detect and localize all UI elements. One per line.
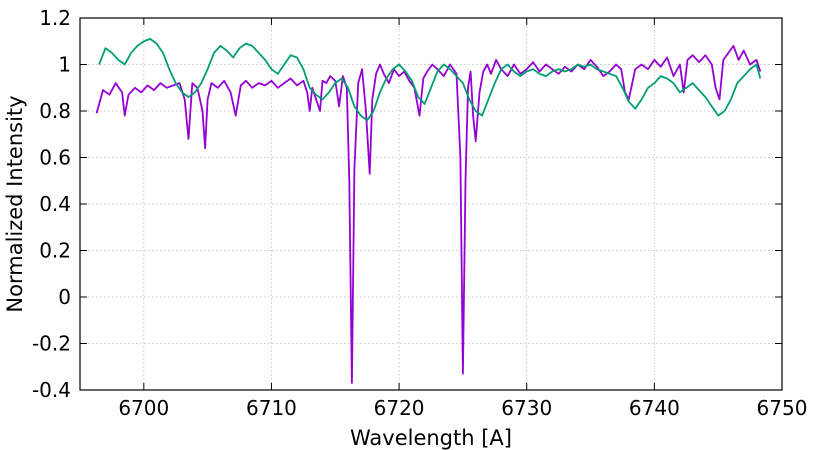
y-tick-label: 1 (58, 53, 71, 77)
y-axis-label: Normalized Intensity (3, 95, 27, 312)
x-tick-label: 6720 (374, 396, 425, 420)
x-tick-label: 6740 (629, 396, 680, 420)
x-tick-label: 6700 (118, 396, 169, 420)
grid-lines (80, 17, 783, 391)
y-tick-label: -0.4 (32, 378, 71, 402)
y-tick-label: 1.2 (39, 6, 71, 30)
axis-ticks: 6700 6710 6720 6730 6740 6750 -0.4 -0.2 0 0.2 0.4 0… (32, 6, 807, 420)
y-tick-label: 0 (58, 285, 71, 309)
y-tick-label: 0.2 (39, 239, 71, 263)
x-tick-label: 6710 (246, 396, 297, 420)
y-tick-label: -0.2 (32, 332, 71, 356)
x-tick-label: 6750 (757, 396, 808, 420)
x-tick-label: 6730 (501, 396, 552, 420)
series-line-2 (98, 38, 762, 122)
series-lines (95, 38, 762, 384)
x-axis-label: Wavelength [A] (350, 426, 512, 450)
y-tick-label: 0.6 (39, 146, 71, 170)
y-tick-label: 0.4 (39, 192, 71, 216)
y-tick-label: 0.8 (39, 99, 71, 123)
